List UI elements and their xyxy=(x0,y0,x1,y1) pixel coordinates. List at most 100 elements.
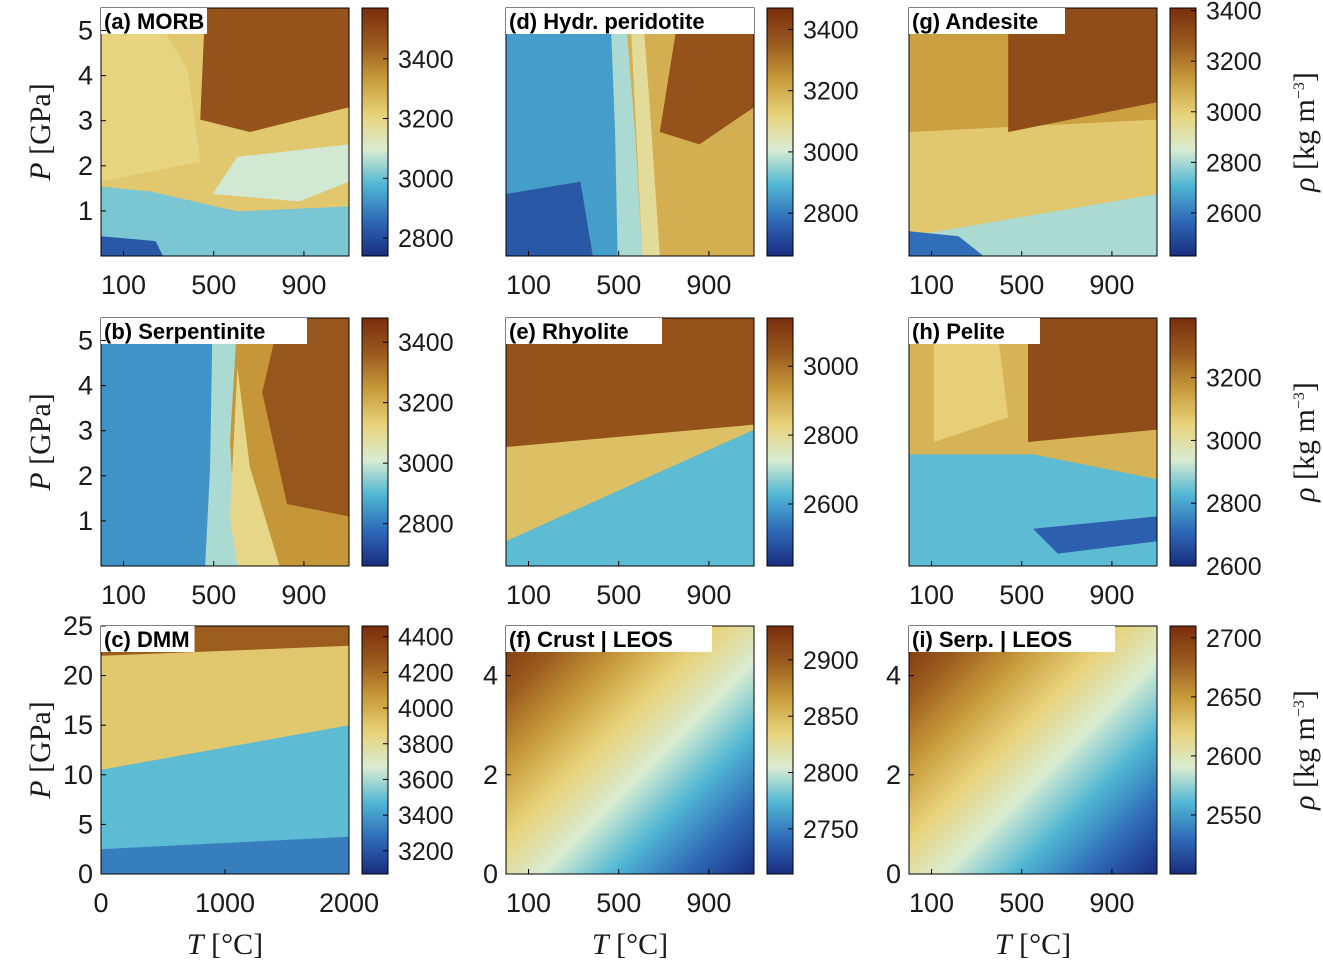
colorbar-tick-label: 2650 xyxy=(1206,684,1262,712)
panel-b: (b) Serpentinite 1 2 3 4 5 100 500 900 2800 3000 32… xyxy=(24,317,454,610)
colorbar-c xyxy=(361,625,389,875)
density-region xyxy=(1008,8,1157,132)
x-tick-label: 900 xyxy=(686,580,731,610)
x-tick-label: 1000 xyxy=(195,888,255,918)
y-tick-label: 5 xyxy=(78,326,93,356)
colorbar-tick-label: 3000 xyxy=(803,353,859,381)
panel-title-bg xyxy=(909,318,1040,344)
panel-e: (e) Rhyolite 100 500 900 2600 2800 3000 xyxy=(505,317,859,610)
colorbar-tick-label: 3200 xyxy=(398,390,454,418)
panel-i: (i) Serp. | LEOS 0 2 4 100 500 900 2550 2600 2650… xyxy=(886,625,1321,961)
colorbar-label: ρ [kg m−3] xyxy=(1288,382,1321,503)
x-tick-label: 500 xyxy=(596,888,641,918)
density-region xyxy=(659,8,754,145)
colorbar-tick-label: 2800 xyxy=(1206,149,1262,177)
density-region xyxy=(200,8,349,132)
x-axis-label: T [°C] xyxy=(592,928,668,961)
panel-title: (c) DMM xyxy=(104,627,190,652)
y-tick-label: 4 xyxy=(78,61,93,91)
density-region xyxy=(262,318,349,517)
heatmap-h xyxy=(909,318,1157,566)
colorbar-g xyxy=(1169,7,1197,257)
colorbar-tick-label: 2800 xyxy=(803,422,859,450)
colorbar-tick-label: 2600 xyxy=(1206,200,1262,228)
density-region xyxy=(101,318,238,566)
colorbar-tick-label: 3000 xyxy=(1206,427,1262,455)
panel-title: (i) Serp. | LEOS xyxy=(912,627,1072,652)
heatmap-d xyxy=(506,8,754,256)
colorbar-f xyxy=(766,625,794,875)
panel-title: (h) Pelite xyxy=(912,319,1005,344)
colorbar-tick-label: 3400 xyxy=(398,329,454,357)
colorbar-tick-label: 2800 xyxy=(1206,490,1262,518)
x-tick-label: 2000 xyxy=(319,888,379,918)
colorbar-tick-label: 3000 xyxy=(398,165,454,193)
density-region xyxy=(506,626,754,874)
colorbar-tick-label: 3400 xyxy=(398,46,454,74)
density-region xyxy=(909,231,984,256)
y-tick-label: 2 xyxy=(886,760,901,790)
colorbar-tick-label: 2800 xyxy=(803,760,859,788)
panel-title: (e) Rhyolite xyxy=(509,319,629,344)
heatmap-c xyxy=(101,626,349,874)
panel-title-bg xyxy=(101,318,307,344)
colorbar-tick-label: 3000 xyxy=(803,139,859,167)
heatmap-g xyxy=(909,8,1157,256)
y-tick-label: 3 xyxy=(78,416,93,446)
density-region xyxy=(1028,318,1157,442)
x-tick-label: 100 xyxy=(506,888,551,918)
x-tick-label: 500 xyxy=(191,580,236,610)
x-tick-label: 100 xyxy=(101,270,146,300)
colorbar-tick-label: 2850 xyxy=(803,703,859,731)
panel-title: (d) Hydr. peridotite xyxy=(509,9,705,34)
y-tick-label: 3 xyxy=(78,106,93,136)
x-tick-label: 900 xyxy=(1089,888,1134,918)
density-region xyxy=(101,8,201,182)
density-region xyxy=(630,8,660,256)
y-tick-label: 0 xyxy=(886,859,901,889)
heatmap-a xyxy=(101,8,349,256)
panel-title-bg xyxy=(909,626,1115,652)
panel-f: (f) Crust | LEOS 0 2 4 100 500 900 2750 2800 2850… xyxy=(483,625,859,961)
x-tick-label: 0 xyxy=(93,888,108,918)
colorbar-i xyxy=(1169,625,1197,875)
x-tick-label: 900 xyxy=(1089,580,1134,610)
y-tick-label: 4 xyxy=(78,371,93,401)
x-tick-label: 900 xyxy=(281,270,326,300)
y-tick-label: 20 xyxy=(63,661,93,691)
panel-title: (b) Serpentinite xyxy=(104,319,265,344)
colorbar-label: ρ [kg m−3] xyxy=(1288,690,1321,811)
heatmap-i xyxy=(909,626,1157,874)
density-region xyxy=(909,626,1157,874)
x-tick-label: 500 xyxy=(999,888,1044,918)
y-tick-label: 2 xyxy=(483,760,498,790)
panel-a: (a) MORB 1 2 3 4 5 100 500 900 2800 3000 3200 3400 P … xyxy=(24,7,454,300)
colorbar-e xyxy=(766,317,794,567)
y-tick-label: 0 xyxy=(483,859,498,889)
density-region xyxy=(101,836,349,874)
y-tick-label: 2 xyxy=(78,461,93,491)
colorbar-d xyxy=(766,7,794,257)
colorbar-a xyxy=(361,7,389,257)
colorbar-tick-label: 3000 xyxy=(1206,99,1262,127)
colorbar-tick-label: 3400 xyxy=(1206,0,1262,26)
y-axis-label: P [GPa] xyxy=(24,393,57,491)
panel-g: (g) Andesite 100 500 900 2600 2800 3000 3200 340… xyxy=(908,0,1321,300)
y-axis-label: P [GPa] xyxy=(24,83,57,181)
density-region xyxy=(205,318,238,566)
colorbar-tick-label: 2550 xyxy=(1206,802,1262,830)
x-tick-label: 900 xyxy=(281,580,326,610)
panel-title-bg xyxy=(909,8,1065,34)
panel-title-bg xyxy=(506,318,662,344)
colorbar-tick-label: 2600 xyxy=(1206,743,1262,771)
density-region xyxy=(230,367,280,566)
colorbar-tick-label: 2800 xyxy=(398,511,454,539)
y-tick-label: 15 xyxy=(63,710,93,740)
density-region xyxy=(610,8,643,256)
panel-title-bg xyxy=(101,8,207,34)
density-region xyxy=(1033,516,1157,554)
x-tick-label: 500 xyxy=(191,270,236,300)
plot-frame xyxy=(100,7,350,257)
x-tick-label: 500 xyxy=(999,270,1044,300)
y-tick-label: 2 xyxy=(78,151,93,181)
